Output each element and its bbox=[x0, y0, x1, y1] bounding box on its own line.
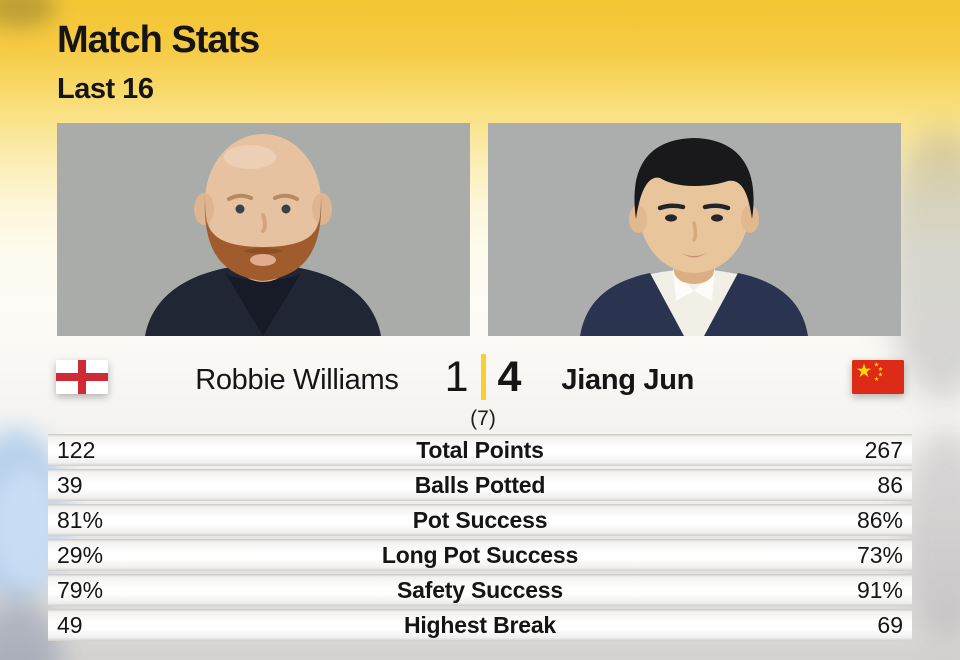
player1-stat-value: 29% bbox=[57, 541, 104, 568]
stats-table: 122 Total Points 267 39 Balls Potted 86 … bbox=[48, 434, 912, 644]
best-of-frames: (7) bbox=[470, 407, 496, 430]
stat-row-total-points: 122 Total Points 267 bbox=[48, 434, 912, 466]
player2-photo bbox=[488, 123, 901, 336]
player1-stat-value: 39 bbox=[57, 471, 83, 498]
player2-stat-value: 73% bbox=[856, 541, 903, 568]
player1-portrait-illustration bbox=[57, 123, 470, 336]
page-title: Match Stats bbox=[57, 19, 260, 61]
china-flag-icon bbox=[852, 360, 904, 394]
stat-label: Total Points bbox=[416, 436, 544, 463]
player-photos bbox=[57, 123, 901, 336]
round-subtitle: Last 16 bbox=[57, 72, 154, 105]
player1-frames: 1 bbox=[444, 353, 469, 401]
stat-label: Pot Success bbox=[412, 506, 548, 533]
background-blur-right-lower bbox=[904, 430, 960, 640]
player1-stat-value: 81% bbox=[57, 506, 104, 533]
stat-label: Long Pot Success bbox=[381, 541, 579, 568]
player2-stat-value: 69 bbox=[877, 611, 903, 638]
player2-name: Jiang Jun bbox=[561, 364, 695, 396]
scoreline: Robbie Williams 1 4 (7) Jiang Jun bbox=[56, 352, 904, 436]
background-blur-top-left bbox=[0, 0, 56, 28]
england-flag-icon bbox=[56, 360, 108, 394]
score-block: 1 4 (7) bbox=[444, 353, 522, 431]
player2-stat-value: 86 bbox=[877, 471, 903, 498]
player2-stat-value: 91% bbox=[856, 576, 903, 603]
player2-stat-value: 86% bbox=[856, 506, 903, 533]
stat-label: Balls Potted bbox=[414, 471, 546, 498]
stat-row-balls-potted: 39 Balls Potted 86 bbox=[48, 469, 912, 501]
player2-portrait-illustration bbox=[488, 123, 901, 336]
player2-stat-value: 267 bbox=[864, 436, 903, 463]
player1-photo bbox=[57, 123, 470, 336]
frame-score: 1 4 bbox=[444, 353, 522, 401]
player2-frames: 4 bbox=[497, 353, 522, 401]
stat-row-long-pot-success: 29% Long Pot Success 73% bbox=[48, 539, 912, 571]
stat-row-pot-success: 81% Pot Success 86% bbox=[48, 504, 912, 536]
stat-row-highest-break: 49 Highest Break 69 bbox=[48, 609, 912, 641]
player1-name: Robbie Williams bbox=[195, 364, 399, 396]
stat-label: Safety Success bbox=[397, 576, 563, 603]
player1-stat-value: 49 bbox=[57, 611, 83, 638]
player1-stat-value: 122 bbox=[57, 436, 96, 463]
player1-stat-value: 79% bbox=[57, 576, 104, 603]
header: Match Stats Last 16 bbox=[57, 19, 260, 106]
stat-label: Highest Break bbox=[403, 611, 557, 638]
stat-row-safety-success: 79% Safety Success 91% bbox=[48, 574, 912, 606]
score-divider bbox=[480, 354, 486, 400]
